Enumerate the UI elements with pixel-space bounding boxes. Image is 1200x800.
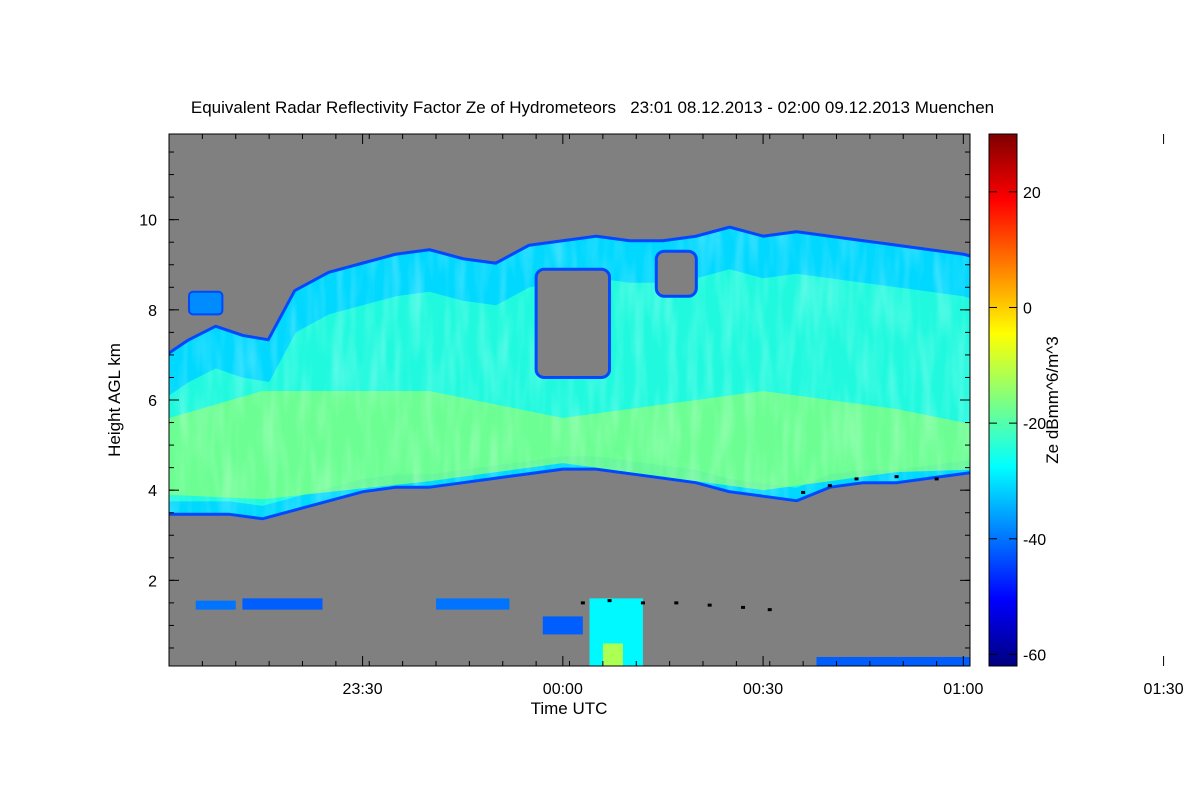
y-tick-label: 8: [148, 303, 157, 320]
low-echo: [242, 598, 323, 610]
colorbar-tick-label: 20: [1023, 185, 1041, 202]
cloud-base-mark: [674, 601, 679, 605]
detached-cell: [1184, 314, 1200, 490]
y-axis: 2 4 6 8 10: [139, 151, 970, 649]
low-echo: [542, 616, 583, 635]
low-echo: [195, 600, 236, 610]
colorbar-label: Ze dBmm^6/m^3: [1043, 336, 1062, 463]
cloud-base-mark: [580, 601, 585, 605]
colorbar-tick-label: -60: [1023, 647, 1046, 664]
y-tick-label: 10: [139, 213, 157, 230]
cloud-base-mark: [1108, 493, 1112, 496]
cloud-base-mark: [607, 599, 612, 603]
reflectivity-field: [169, 225, 1200, 666]
x-tick-label: 23:30: [343, 681, 383, 698]
echo-gap: [534, 267, 612, 379]
cloud-base-mark: [707, 603, 712, 607]
cloud-base-mark: [1175, 480, 1179, 483]
cloud-base-mark: [640, 601, 645, 605]
echo-gap: [1104, 436, 1131, 481]
x-tick-label: 00:00: [543, 681, 583, 698]
y-tick-label: 6: [148, 393, 157, 410]
cloud-base-mark: [767, 608, 772, 612]
cloud-base-mark: [1068, 484, 1072, 487]
x-tick-label: 00:30: [743, 681, 783, 698]
colorbar-tick-label: 0: [1023, 300, 1032, 317]
y-axis-label: Height AGL km: [105, 343, 124, 457]
detached-cell: [188, 290, 224, 316]
cloud-base-mark: [894, 475, 899, 479]
cloud-base-mark: [1142, 498, 1146, 501]
low-echo: [602, 643, 623, 666]
colorbar-ticks: 20 0 -20 -40 -60: [989, 185, 1046, 664]
y-tick-label: 2: [148, 573, 157, 590]
x-tick-label: 01:30: [1144, 681, 1184, 698]
cloud-base-mark: [741, 605, 746, 609]
y-tick-label: 4: [148, 483, 157, 500]
low-echo: [436, 598, 510, 610]
echo-gap: [654, 249, 698, 298]
colorbar-tick-label: -20: [1023, 416, 1046, 433]
cloud-base-mark: [934, 477, 939, 481]
cloud-base-mark: [801, 490, 806, 494]
colorbar-tick-label: -40: [1023, 532, 1046, 549]
cloud-base-mark: [975, 468, 979, 471]
x-tick-label: 01:00: [943, 681, 983, 698]
low-echo: [816, 656, 970, 666]
cloud-base-mark: [854, 477, 859, 481]
colorbar: [988, 133, 1018, 667]
chart-title: Equivalent Radar Reflectivity Factor Ze …: [190, 98, 995, 117]
x-axis-label: Time UTC: [531, 699, 608, 718]
cloud-base-mark: [827, 484, 832, 488]
